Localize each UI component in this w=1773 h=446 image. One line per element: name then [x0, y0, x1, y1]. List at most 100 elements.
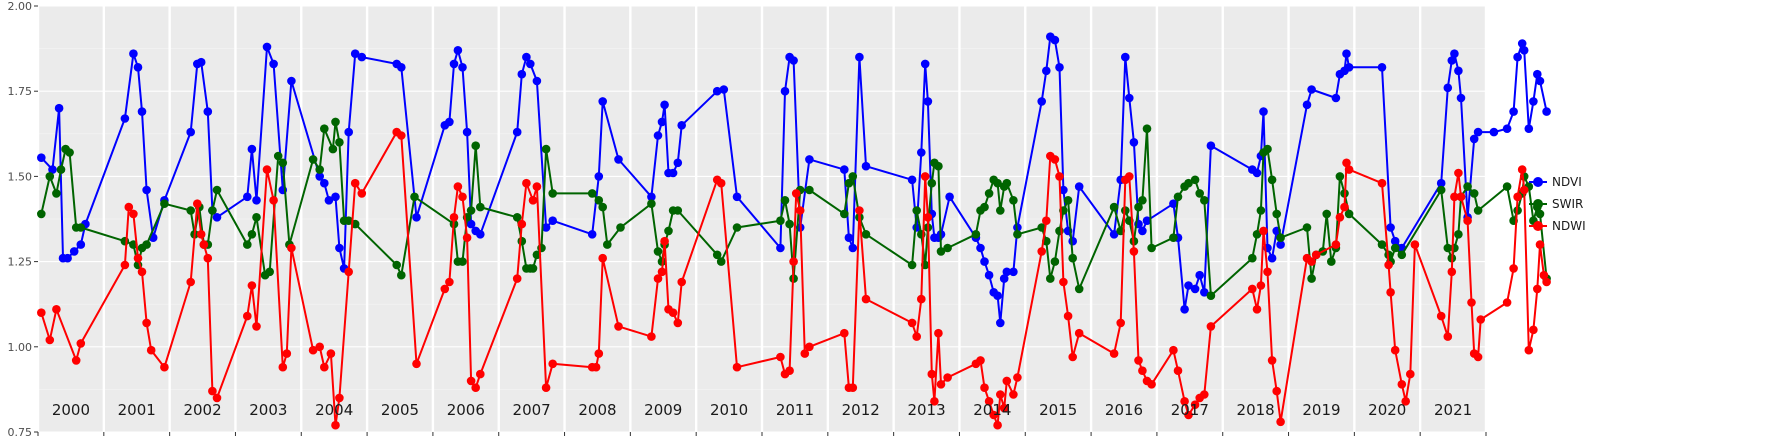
ndwi-point	[795, 206, 805, 215]
ndvi-point	[993, 291, 1002, 301]
ndwi-point	[1410, 240, 1420, 249]
ndwi-point	[789, 257, 798, 266]
ndwi-point	[466, 376, 476, 386]
ndvi-point	[984, 270, 994, 280]
ndwi-point	[1059, 277, 1068, 287]
ndwi-point	[308, 345, 318, 355]
ndwi-point	[984, 397, 994, 406]
year-label: 2004	[315, 401, 353, 419]
ndvi-point	[1509, 107, 1518, 116]
ndwi-point	[912, 332, 921, 341]
ndvi-point	[196, 57, 206, 67]
ndwi-point	[1180, 397, 1189, 406]
ndwi-point	[1037, 247, 1046, 256]
swir-point	[996, 206, 1005, 215]
ndwi-point	[677, 277, 686, 287]
ndwi-point	[1436, 311, 1446, 321]
y-tick-label: 1.00	[8, 341, 33, 354]
ndvi-point	[357, 52, 367, 62]
year-label: 2021	[1434, 401, 1472, 419]
ndvi-point	[449, 59, 459, 69]
swir-point	[1307, 274, 1316, 283]
ndwi-point	[1263, 267, 1272, 277]
ndwi-point	[278, 362, 288, 372]
gridlines	[36, 5, 1488, 433]
ndwi-point	[397, 131, 406, 140]
ndvi-point	[1502, 124, 1512, 133]
ndwi-point	[532, 182, 542, 191]
legend-key-ndvi-point	[1533, 177, 1543, 187]
ndwi-point	[1386, 288, 1395, 297]
swir-point	[37, 209, 46, 219]
ndwi-point	[1042, 216, 1051, 225]
ndvi-point	[594, 172, 604, 181]
swir-point	[76, 223, 86, 232]
ndwi-point	[976, 356, 985, 365]
ndwi-point	[445, 277, 454, 287]
legend-key-swir-point	[1533, 199, 1543, 209]
swir-point	[993, 178, 1002, 188]
swir-point	[328, 144, 338, 154]
ndvi-point	[732, 192, 742, 202]
year-label: 2020	[1368, 401, 1406, 419]
swir-point	[548, 189, 557, 198]
swir-point	[1535, 209, 1545, 219]
ndwi-point	[1463, 216, 1472, 225]
ndwi-point	[1344, 165, 1354, 174]
ndwi-point	[1200, 390, 1209, 399]
swir-point	[1322, 209, 1331, 219]
y-axis: 0.75 1.00 1.25 1.50 1.75 2.00	[8, 0, 1487, 439]
ndvi-point	[48, 165, 57, 174]
swir-point	[476, 202, 485, 212]
ndvi-point	[996, 318, 1005, 328]
swir-point	[320, 124, 329, 133]
ndwi-point	[1169, 345, 1178, 355]
ndwi-point	[1173, 366, 1183, 376]
ndvi-point	[1180, 305, 1189, 314]
ndvi-point	[1542, 107, 1551, 116]
ndwi-point	[252, 322, 261, 331]
swir-point	[594, 196, 604, 205]
ndvi-point	[907, 175, 917, 185]
ndvi-point	[1529, 97, 1538, 106]
ndwi-point	[989, 410, 998, 420]
swir-point	[848, 172, 858, 181]
swir-point	[160, 199, 169, 208]
ndwi-point	[840, 328, 849, 338]
year-label: 2018	[1237, 401, 1275, 419]
ndvi-point	[287, 76, 296, 86]
ndwi-point	[1340, 202, 1349, 212]
ndvi-point	[63, 253, 72, 263]
ndwi-point	[247, 281, 257, 290]
ndwi-point	[440, 284, 450, 294]
ndwi-point	[287, 243, 296, 253]
ndwi-point	[791, 189, 801, 198]
swir-point	[664, 226, 673, 236]
ndvi-point	[532, 76, 542, 86]
swir-point	[598, 202, 607, 212]
ndvi-point	[133, 63, 143, 72]
y-tick-label: 0.75	[8, 426, 33, 439]
ndwi-point	[1109, 349, 1119, 358]
ndwi-point	[1539, 270, 1549, 280]
year-label: 2005	[381, 401, 419, 419]
swir-point	[528, 264, 538, 273]
ndwi-point	[476, 369, 485, 379]
ndvi-point	[1302, 100, 1312, 110]
ndwi-point	[326, 349, 336, 358]
swir-point	[1169, 233, 1178, 242]
ndwi-point	[999, 403, 1009, 413]
ndwi-point	[1517, 165, 1527, 174]
swir-point	[1267, 175, 1277, 185]
year-label: 2016	[1105, 401, 1143, 419]
ndwi-point	[647, 332, 656, 341]
ndwi-point	[462, 233, 472, 242]
ndwi-point	[1307, 257, 1316, 266]
ndvi-point	[129, 49, 138, 58]
swir-point	[392, 260, 402, 270]
ndwi-point	[320, 362, 329, 372]
ndwi-point	[1447, 267, 1457, 277]
ndwi-point	[120, 260, 130, 270]
ndwi-point	[1074, 328, 1084, 338]
